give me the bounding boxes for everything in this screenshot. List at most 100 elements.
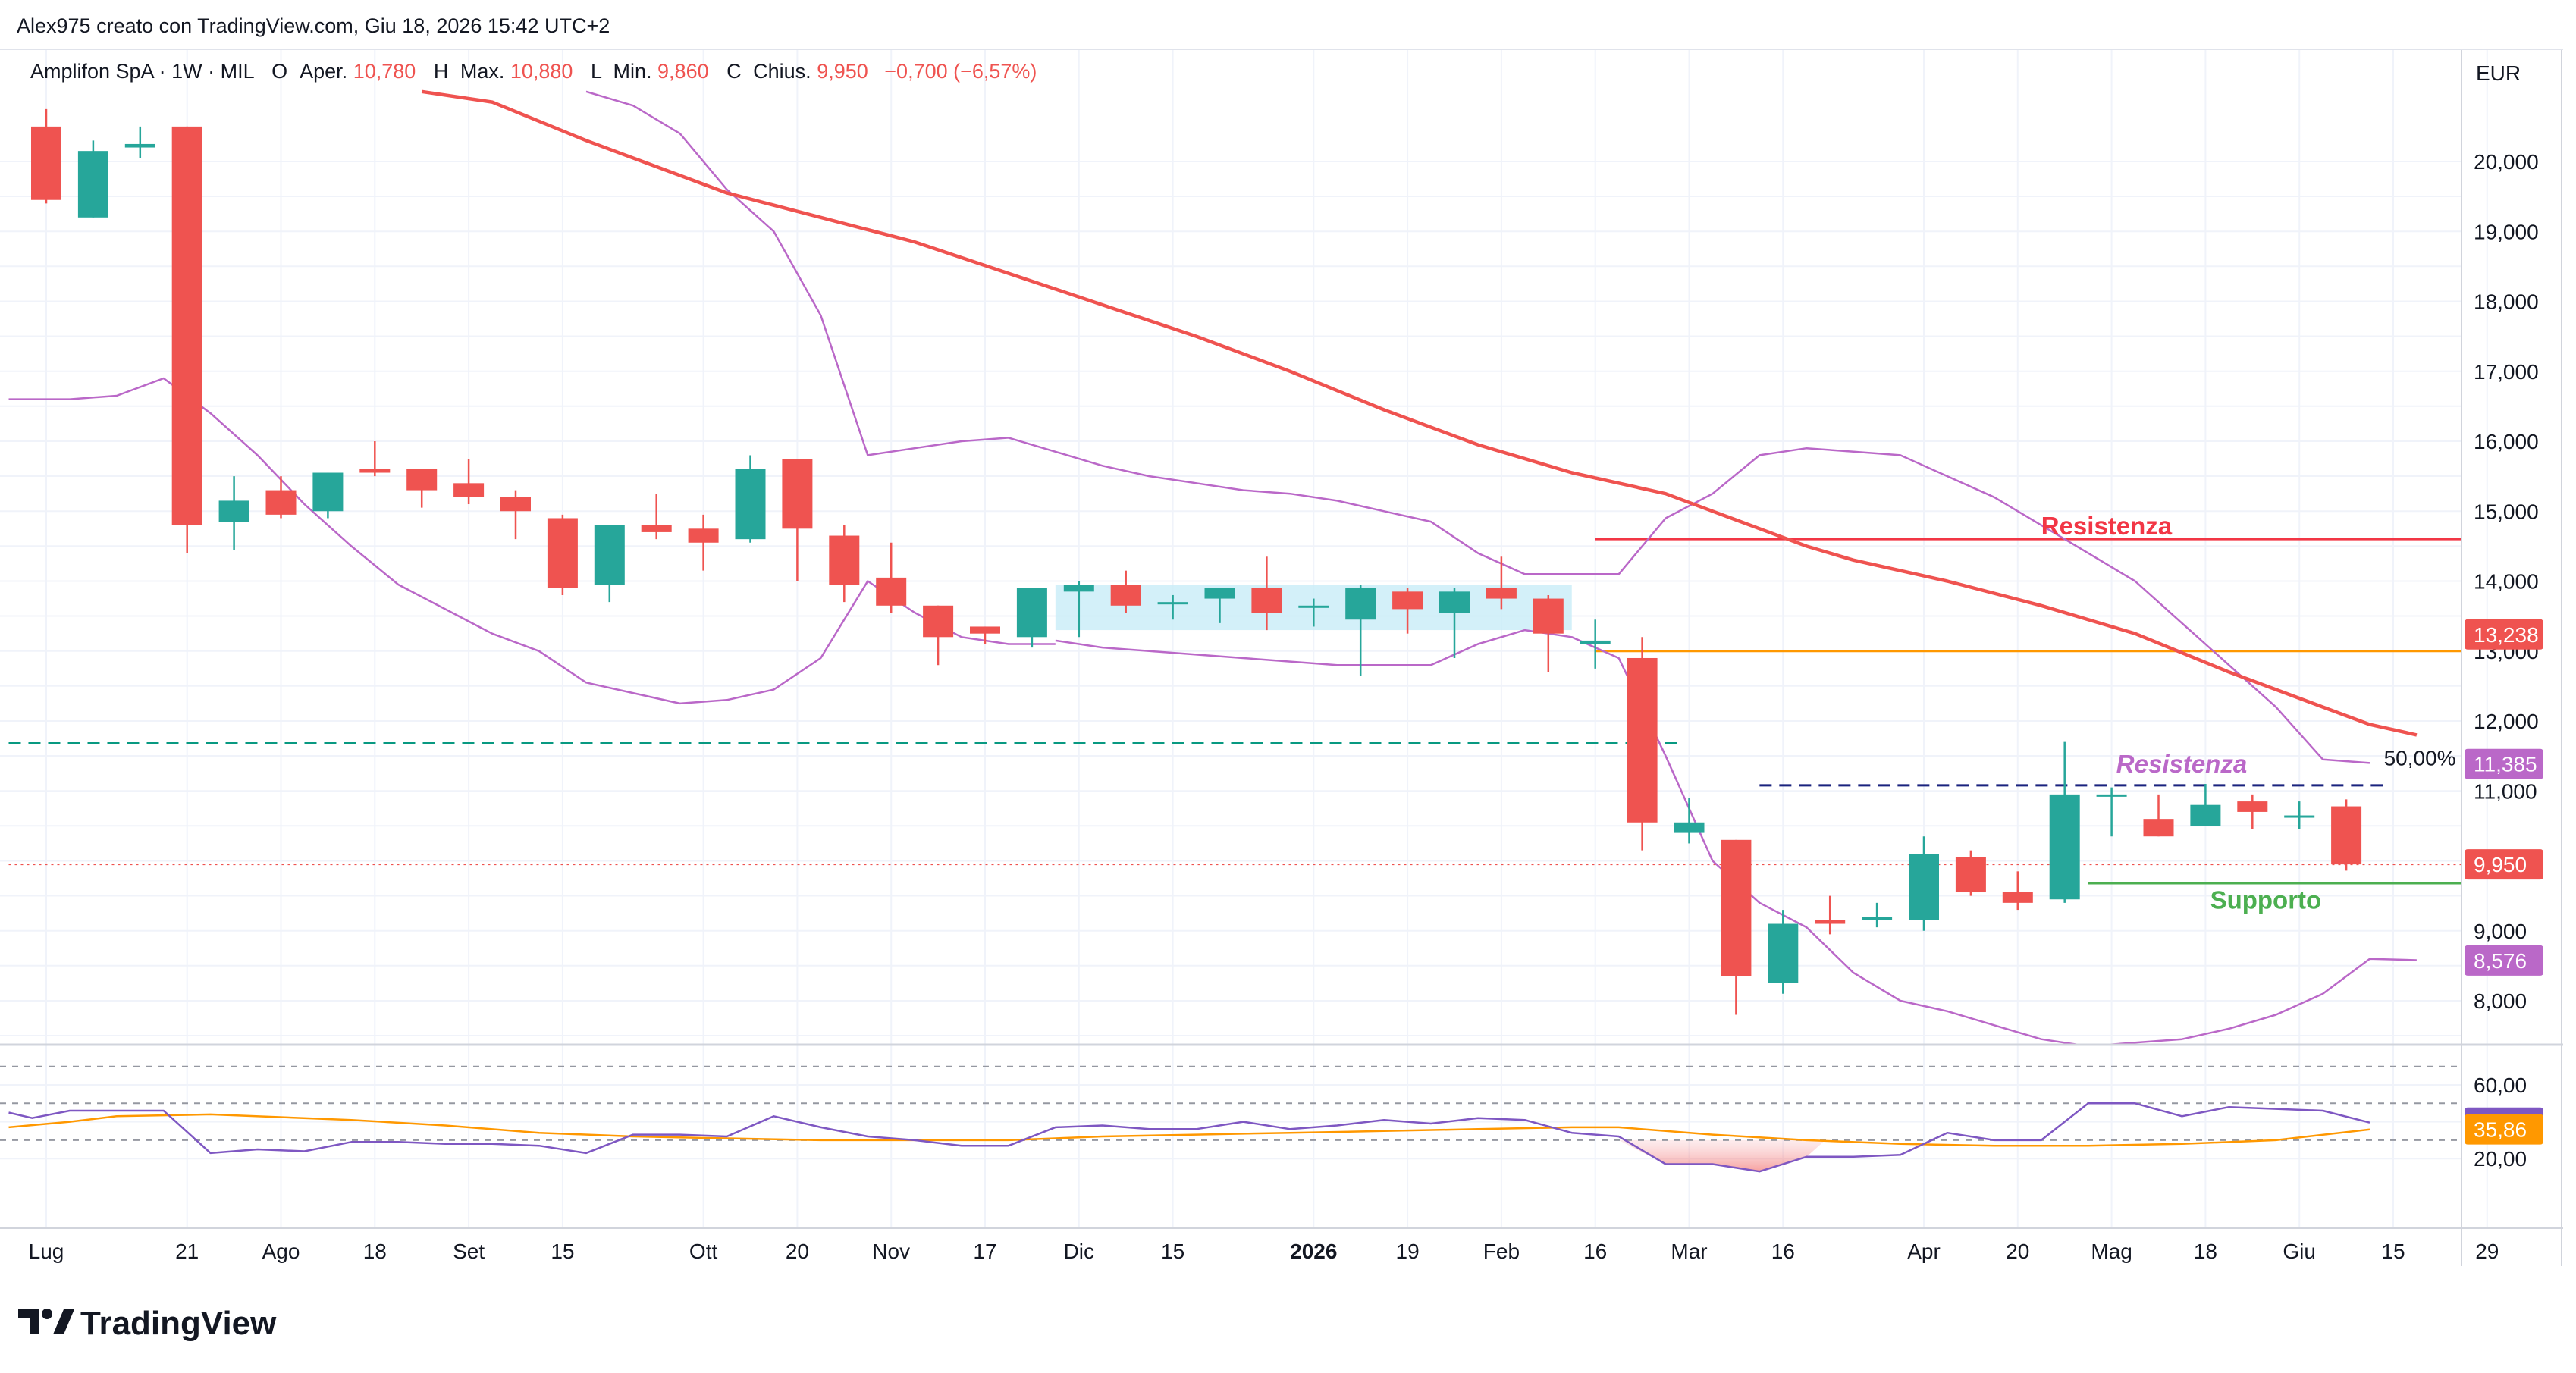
candle-body: [1063, 585, 1094, 592]
candle: [876, 542, 907, 613]
candle-body: [31, 126, 61, 200]
price-tag-text: 13,238: [2474, 623, 2539, 647]
rsi-axis-label: 60,00: [2474, 1074, 2527, 1097]
candle-body: [1204, 588, 1235, 599]
candle-body: [218, 500, 249, 522]
rsi-ma-line: [8, 1113, 2370, 1147]
candle-body: [688, 528, 719, 543]
candle-body: [1533, 598, 1564, 634]
candle-body: [594, 525, 625, 585]
ohlc-high-label: H: [434, 60, 449, 83]
candle: [2284, 801, 2315, 829]
time-axis-label: 20: [2006, 1240, 2029, 1263]
ohlc-close-name: Chius.: [753, 60, 811, 83]
candle-body: [641, 525, 672, 532]
time-axis-label: 16: [1583, 1240, 1607, 1263]
candle-body: [1392, 591, 1423, 610]
rsi-line: [8, 1102, 2370, 1173]
price-axis[interactable]: 20,000 19,000 18,000 17,000 16,000 15,000 14,0…: [2474, 150, 2539, 1013]
price-axis-label: 19,000: [2474, 220, 2539, 243]
candle-body: [406, 469, 438, 491]
candle-body: [124, 143, 155, 148]
candle: [406, 469, 438, 508]
candle: [2143, 794, 2174, 837]
candle-body: [77, 151, 108, 218]
candle: [970, 626, 1000, 644]
candle-body: [359, 469, 391, 473]
time-axis-label: Lug: [29, 1240, 64, 1263]
price-axis-label: 17,000: [2474, 360, 2539, 384]
candle-body: [265, 490, 297, 515]
candle-body: [453, 483, 485, 497]
candle: [594, 525, 625, 603]
ohlc-open-label: O: [271, 60, 287, 83]
ohlc-close-value: 9,950: [817, 60, 868, 83]
price-axis-label: 11,000: [2474, 779, 2537, 803]
price-tag: 13,238: [2465, 619, 2543, 650]
candle: [1721, 839, 1752, 1015]
candle: [77, 140, 108, 218]
candle: [1909, 836, 1939, 931]
rsi-axis[interactable]: 60,00 20,00: [2474, 1074, 2527, 1171]
price-tag-bg: [2465, 748, 2543, 779]
annotations: Resistenza Resistenza 50,00% Supporto: [2041, 512, 2456, 914]
tradingview-logo-text: TradingView: [80, 1305, 277, 1342]
time-axis[interactable]: Lug 21 Ago 18 Set 15 Ott 20 Nov 17 Dic 15 2026 19 Feb 1…: [29, 1240, 2499, 1263]
candle-body: [1439, 591, 1470, 613]
candle: [1392, 588, 1423, 634]
moving-average-line: [421, 89, 2418, 737]
candle-body: [1251, 588, 1282, 613]
candle-body: [1580, 640, 1611, 644]
candle-body: [1298, 605, 1329, 608]
candle-body: [782, 459, 813, 529]
candle: [218, 476, 249, 550]
candle: [641, 494, 672, 540]
candle-body: [1815, 920, 1846, 924]
tradingview-logo[interactable]: TradingView: [18, 1305, 277, 1342]
candle-body: [1674, 822, 1705, 833]
price-tag: 11,385: [2465, 748, 2543, 779]
candle: [1063, 581, 1094, 638]
candle: [1439, 588, 1470, 658]
candle: [1345, 585, 1376, 676]
candle-body: [1627, 657, 1658, 823]
time-axis-label: 15: [2381, 1240, 2405, 1263]
price-axis-label: 16,000: [2474, 430, 2539, 453]
candle-body: [1909, 854, 1939, 920]
time-axis-label: Ott: [689, 1240, 718, 1263]
candle: [2190, 784, 2221, 826]
candle: [31, 108, 61, 204]
candle: [312, 472, 344, 519]
candle: [265, 476, 297, 519]
candle: [1580, 619, 1611, 669]
candle: [1674, 798, 1705, 844]
candle: [1768, 910, 1799, 994]
candle: [782, 459, 813, 581]
price-tag-text: 9,950: [2474, 853, 2527, 876]
candle-body: [2284, 815, 2315, 818]
candle-body: [1110, 585, 1141, 606]
tradingview-logo-icon: [18, 1309, 74, 1334]
candle: [1298, 598, 1329, 627]
ohlc-low-value: 9,860: [657, 60, 709, 83]
ohlc-low-label: L: [591, 60, 602, 83]
time-axis-label: 15: [551, 1240, 574, 1263]
currency-label[interactable]: EUR: [2476, 61, 2521, 85]
price-axis-label: 18,000: [2474, 290, 2539, 314]
bollinger-bands: [8, 90, 2417, 1044]
candle: [1533, 594, 1564, 672]
candle-body: [2143, 819, 2174, 837]
legend-row: Amplifon SpA · 1W · MIL O Aper. 10,780 H…: [30, 60, 1037, 83]
rsi-tag-bg: [2465, 1114, 2543, 1145]
bollinger-line-b: [585, 90, 2370, 764]
price-grid: [0, 49, 2488, 1228]
rsi-oversold-fill: [1609, 1139, 1826, 1172]
ohlc-open-name: Aper.: [300, 60, 347, 83]
time-axis-label: Set: [453, 1240, 485, 1263]
time-axis-label: 16: [1771, 1240, 1795, 1263]
candle-body: [1016, 588, 1047, 638]
time-axis-label: Dic: [1064, 1240, 1094, 1263]
candle: [735, 455, 766, 543]
annotation-label: Resistenza: [2041, 512, 2173, 540]
